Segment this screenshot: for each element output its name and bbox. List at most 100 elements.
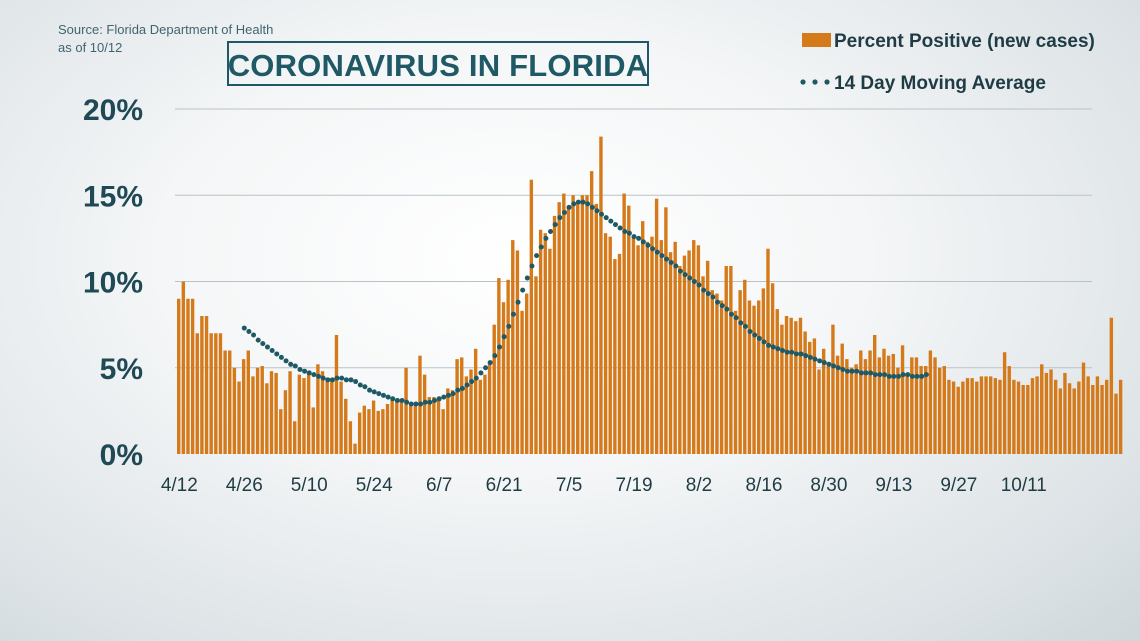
bar-series [177,136,1123,455]
bar [743,279,747,454]
bar [552,215,557,454]
avg-point [863,370,869,376]
bar [821,348,826,454]
bar [548,248,552,454]
avg-point [404,399,410,405]
bar [297,374,302,454]
y-tick-label: 5% [100,353,143,386]
avg-point [705,291,711,297]
avg-point [631,234,637,240]
bar [603,233,608,454]
bar [613,259,617,454]
bar [993,378,998,454]
avg-point [510,311,516,317]
bar [441,409,445,454]
bar [747,300,752,454]
avg-point [617,225,623,231]
bar [339,381,343,454]
bar [798,317,803,454]
bar [928,350,933,454]
bar [724,265,728,454]
avg-point [520,287,526,293]
bar [492,324,496,455]
bar [886,355,891,454]
bar [302,378,306,454]
bar [673,241,677,454]
avg-point [608,218,614,224]
bar [390,398,394,454]
bar [571,195,575,454]
bar [1063,372,1067,454]
avg-point [840,366,846,372]
avg-point [854,368,860,374]
bar [654,198,659,454]
x-tick-label: 9/13 [875,475,912,496]
bar [659,240,663,454]
avg-point [659,253,665,259]
avg-point [445,392,451,398]
avg-point [733,315,739,321]
avg-point [728,311,734,317]
avg-point [882,372,888,378]
bar [715,293,719,454]
avg-point [487,360,493,366]
avg-point [246,329,252,335]
bar [385,403,390,454]
bar [705,260,710,454]
avg-point [793,351,799,357]
avg-point [380,392,386,398]
avg-point [603,215,609,221]
avg-point [872,372,878,378]
bar [501,302,506,454]
bar [617,253,622,454]
avg-point [719,303,725,309]
bar [395,400,399,454]
y-tick-label: 10% [83,267,143,300]
bar [877,357,882,454]
bar [919,366,923,454]
avg-point [496,344,502,350]
bar [473,348,478,454]
bar [965,378,970,454]
bar [404,367,408,454]
legend-avg-dot [800,79,806,85]
bar [511,240,515,454]
x-tick-label: 6/7 [426,475,452,496]
bar [1109,317,1114,454]
avg-point [255,337,261,343]
bar [900,345,905,454]
x-tick-label: 6/21 [486,475,523,496]
avg-point [469,379,475,385]
avg-point [325,377,331,383]
avg-point [394,398,400,404]
bar [757,300,761,454]
bar [989,376,993,455]
bar [422,374,427,454]
avg-point [668,260,674,266]
avg-point [427,399,433,405]
avg-point [798,351,804,357]
avg-point [371,389,377,395]
bar [970,378,974,454]
bar [1081,362,1086,454]
bar [218,333,223,454]
bar [204,316,209,454]
avg-point [534,253,540,259]
avg-point [817,358,823,364]
bar [1026,385,1030,454]
avg-point [441,394,447,400]
avg-point [738,320,744,326]
bar [566,205,571,454]
avg-point [766,342,772,348]
bar [882,348,886,454]
bar [529,179,534,454]
bar [599,136,603,454]
bar [506,279,510,454]
avg-point [691,279,697,284]
bar [279,409,283,454]
bar [381,409,385,454]
avg-point [418,401,424,407]
avg-point [900,372,906,378]
avg-point [436,396,442,402]
bar [873,334,877,454]
